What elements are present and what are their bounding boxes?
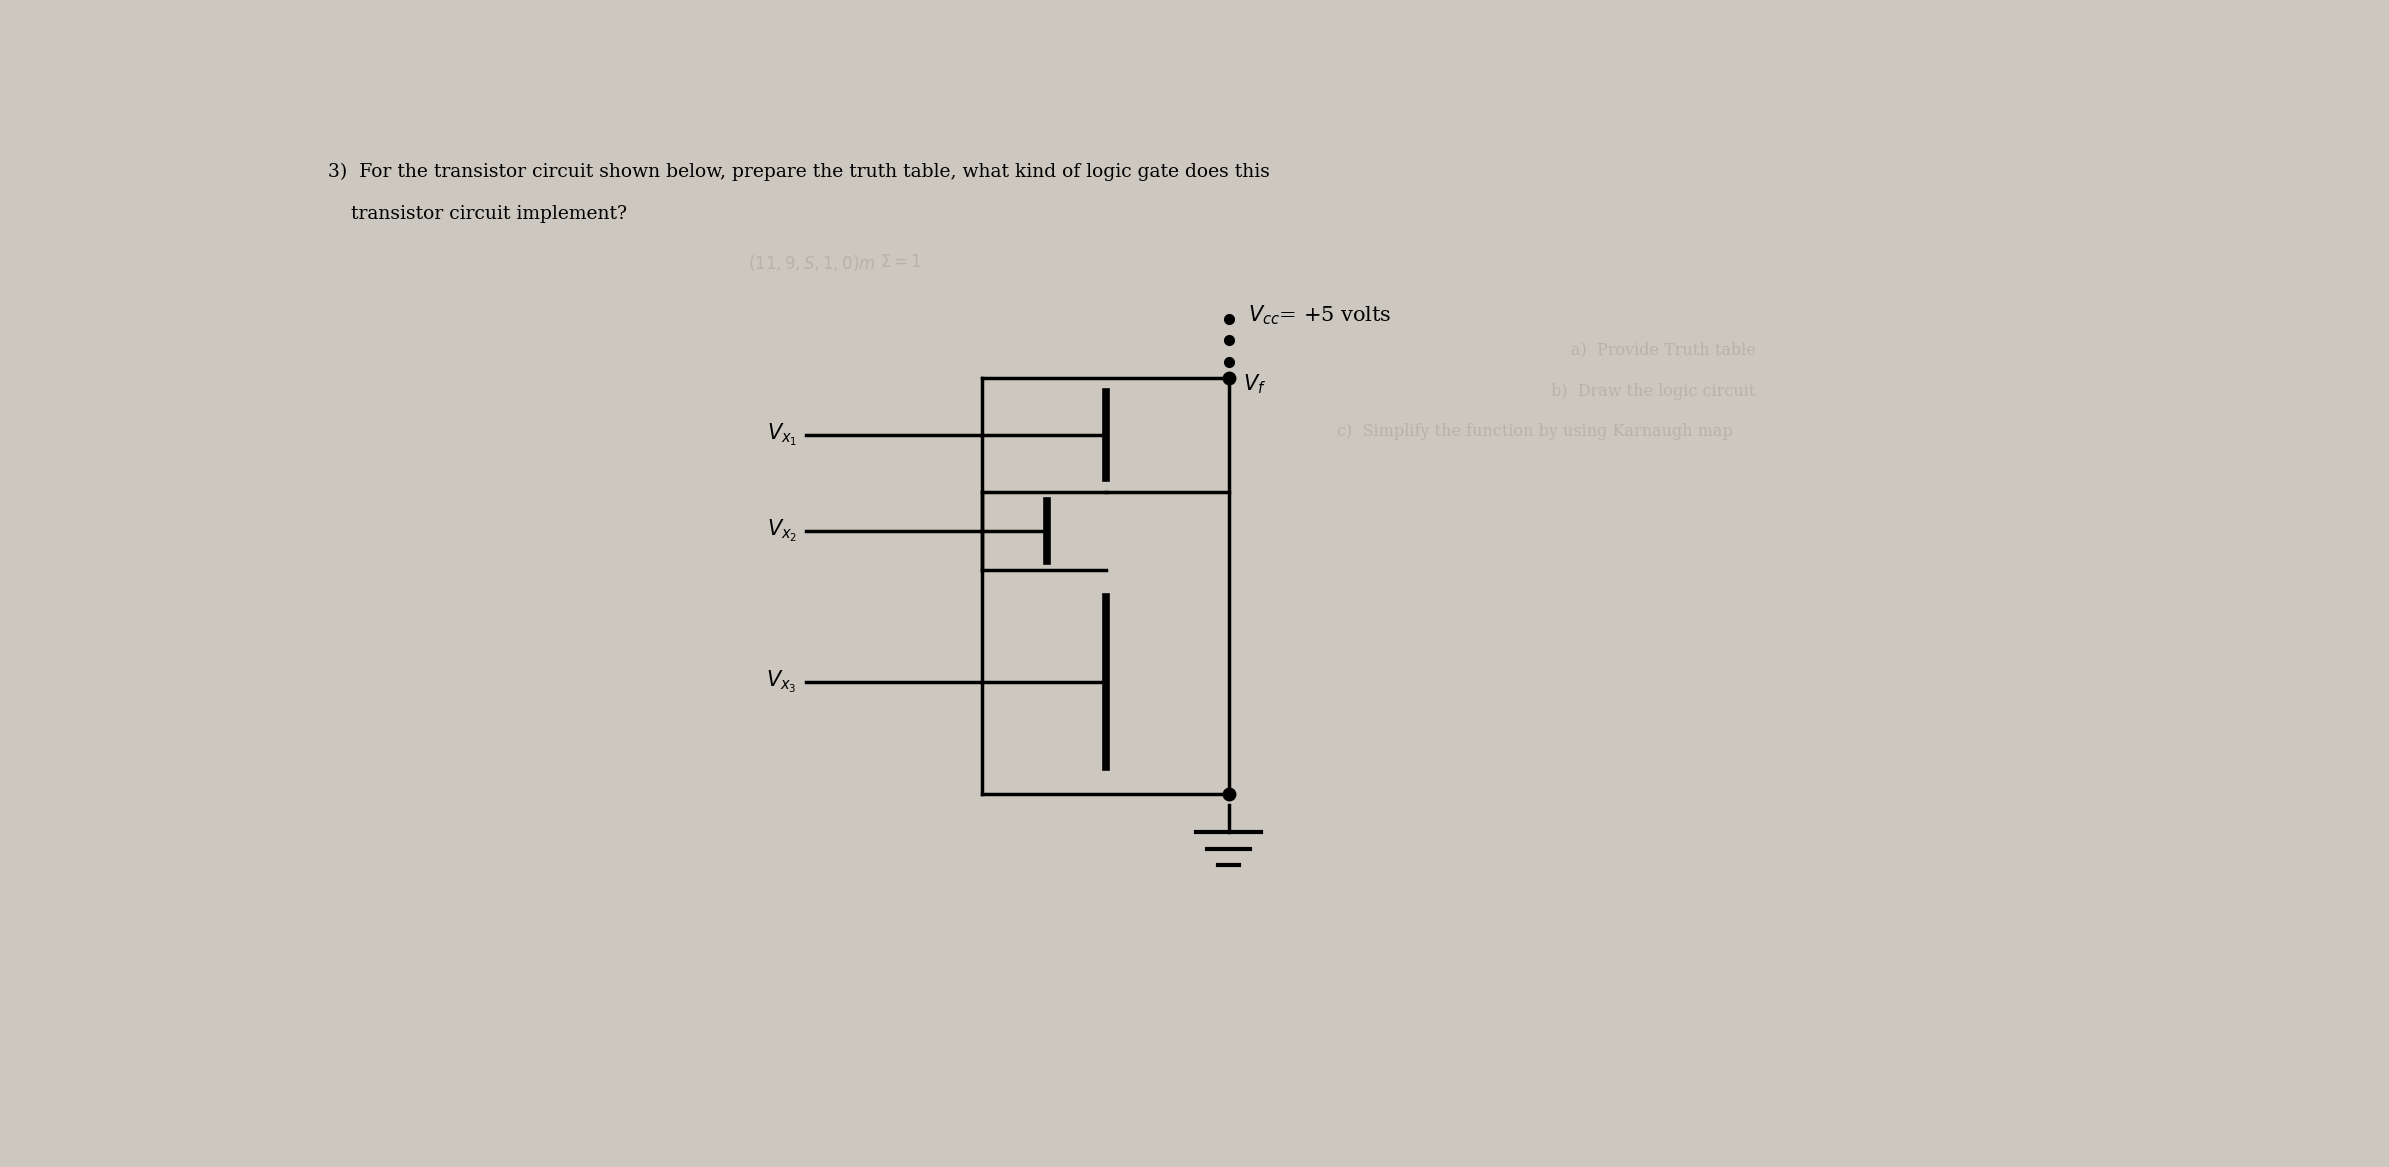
Text: 3)  For the transistor circuit shown below, prepare the truth table, what kind o: 3) For the transistor circuit shown belo…: [327, 162, 1271, 181]
Text: $V_{cc}$= +5 volts: $V_{cc}$= +5 volts: [1247, 303, 1390, 327]
Text: $V_{x_2}$: $V_{x_2}$: [767, 518, 798, 544]
Text: $V_{x_3}$: $V_{x_3}$: [767, 669, 798, 696]
Text: a)  Provide Truth table: a) Provide Truth table: [1570, 342, 1756, 358]
Text: b)  Draw the logic circuit: b) Draw the logic circuit: [1550, 383, 1756, 399]
Text: transistor circuit implement?: transistor circuit implement?: [351, 205, 628, 224]
Text: $V_f$: $V_f$: [1242, 372, 1266, 396]
Text: $\Sigma = 1$: $\Sigma = 1$: [879, 253, 922, 271]
Text: $V_{x_1}$: $V_{x_1}$: [767, 422, 798, 448]
Text: $(11,9,S,1,0)m$: $(11,9,S,1,0)m$: [748, 253, 877, 273]
Text: c)  Simplify the function by using Karnaugh map: c) Simplify the function by using Karnau…: [1335, 422, 1732, 440]
